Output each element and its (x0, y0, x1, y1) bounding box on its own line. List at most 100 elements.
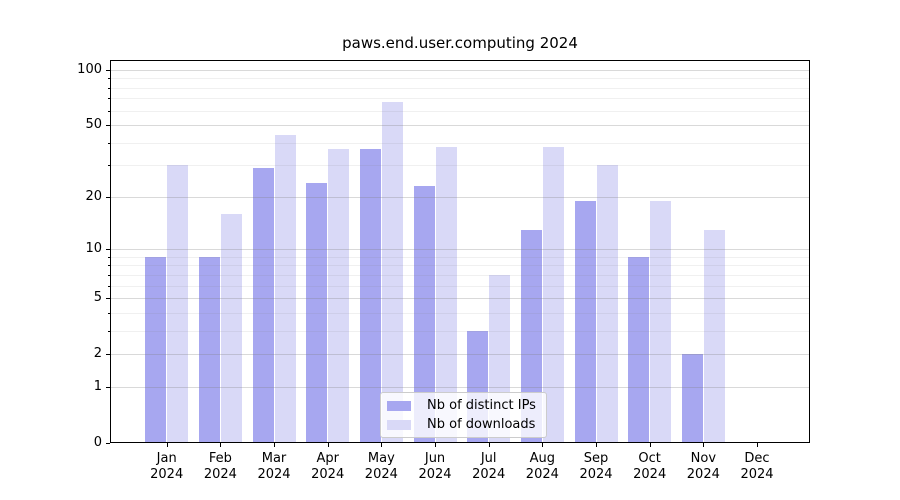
y-tick-20 (106, 196, 110, 198)
y-minor-tick-40 (108, 142, 110, 144)
x-tick-jul (488, 443, 490, 447)
gridline-y-100 (110, 70, 810, 71)
x-tick-mar (274, 443, 276, 447)
gridline-y-40 (110, 142, 810, 144)
bar-ips-oct (628, 256, 650, 443)
gridline-y-3 (110, 330, 810, 332)
bar-downloads-oct (650, 200, 672, 443)
y-minor-tick-60 (108, 110, 110, 112)
gridline-y-1 (110, 386, 810, 388)
bar-downloads-mar (274, 135, 296, 443)
y-minor-tick-9 (108, 256, 110, 258)
gridline-y-6 (110, 285, 810, 287)
y-tick-label-50: 50 (85, 117, 102, 133)
x-tick-label-apr: Apr 2024 (311, 451, 345, 482)
gridline-y-7 (110, 274, 810, 276)
x-tick-nov (703, 443, 705, 447)
y-tick-10 (106, 249, 110, 251)
bar-ips-sep (574, 200, 596, 443)
y-tick-label-10: 10 (85, 241, 102, 257)
gridline-y-20 (110, 196, 810, 198)
legend-item-distinct-ips: Nb of distinct IPs (387, 398, 536, 413)
x-tick-label-may: May 2024 (364, 451, 398, 482)
gridline-y-90 (110, 78, 810, 80)
bar-ips-mar (252, 168, 274, 443)
x-tick-feb (220, 443, 222, 447)
x-tick-label-jan: Jan 2024 (150, 451, 184, 482)
bar-downloads-nov (703, 229, 725, 443)
y-tick-5 (106, 298, 110, 300)
x-tick-may (381, 443, 383, 447)
bar-downloads-sep (596, 165, 618, 443)
gridline-y-60 (110, 110, 810, 112)
y-minor-tick-7 (108, 274, 110, 276)
gridline-y-8 (110, 265, 810, 267)
x-tick-label-feb: Feb 2024 (203, 451, 237, 482)
x-tick-label-aug: Aug 2024 (525, 451, 559, 482)
legend-label-downloads: Nb of downloads (427, 417, 536, 432)
y-tick-label-2: 2 (93, 346, 102, 362)
y-tick-100 (106, 70, 110, 71)
legend-swatch-downloads (387, 419, 411, 430)
x-tick-label-oct: Oct 2024 (633, 451, 667, 482)
y-tick-label-5: 5 (93, 290, 102, 306)
y-minor-tick-8 (108, 265, 110, 267)
bar-ips-feb (198, 256, 220, 443)
y-tick-label-1: 1 (93, 378, 102, 394)
x-tick-label-jul: Jul 2024 (472, 451, 506, 482)
bar-ips-jan (145, 256, 167, 443)
x-tick-label-nov: Nov 2024 (686, 451, 720, 482)
y-minor-tick-80 (108, 87, 110, 89)
y-tick-label-20: 20 (85, 188, 102, 204)
legend-item-downloads: Nb of downloads (387, 417, 536, 432)
x-tick-apr (327, 443, 329, 447)
x-tick-jan (166, 443, 168, 447)
gridline-y-4 (110, 312, 810, 314)
y-tick-50 (106, 125, 110, 127)
bar-ips-aug (520, 229, 542, 443)
x-tick-oct (649, 443, 651, 447)
x-tick-label-sep: Sep 2024 (579, 451, 613, 482)
y-tick-0 (106, 443, 110, 444)
gridline-y-5 (110, 298, 810, 300)
legend: Nb of distinct IPs Nb of downloads (380, 392, 547, 438)
chart-title: paws.end.user.computing 2024 (342, 34, 578, 52)
bar-downloads-apr (328, 149, 350, 443)
x-tick-label-mar: Mar 2024 (257, 451, 291, 482)
gridline-y-70 (110, 98, 810, 100)
gridline-y-50 (110, 125, 810, 127)
bar-downloads-may (381, 101, 403, 443)
x-tick-aug (542, 443, 544, 447)
y-minor-tick-3 (108, 330, 110, 332)
y-minor-tick-30 (108, 165, 110, 167)
bar-downloads-feb (220, 214, 242, 443)
bar-downloads-aug (542, 146, 564, 443)
bar-downloads-jun (435, 146, 457, 443)
x-tick-jun (435, 443, 437, 447)
bar-downloads-jan (167, 165, 189, 443)
y-minor-tick-70 (108, 98, 110, 100)
gridline-y-30 (110, 165, 810, 167)
gridline-y-10 (110, 249, 810, 251)
legend-swatch-distinct-ips (387, 400, 411, 411)
x-tick-label-jun: Jun 2024 (418, 451, 452, 482)
bar-ips-jun (413, 186, 435, 443)
gridline-y-80 (110, 87, 810, 89)
x-tick-label-dec: Dec 2024 (740, 451, 774, 482)
gridline-y-9 (110, 256, 810, 258)
y-minor-tick-90 (108, 78, 110, 80)
y-minor-tick-6 (108, 285, 110, 287)
gridline-y-2 (110, 354, 810, 356)
y-minor-tick-4 (108, 312, 110, 314)
y-tick-label-0: 0 (93, 435, 102, 450)
bar-ips-apr (306, 182, 328, 443)
y-tick-2 (106, 354, 110, 356)
bar-ips-nov (681, 354, 703, 443)
x-tick-sep (596, 443, 597, 447)
y-tick-label-100: 100 (77, 62, 102, 77)
bar-ips-may (359, 149, 381, 443)
legend-label-distinct-ips: Nb of distinct IPs (427, 398, 536, 413)
y-tick-1 (106, 386, 110, 388)
x-tick-dec (757, 443, 758, 447)
